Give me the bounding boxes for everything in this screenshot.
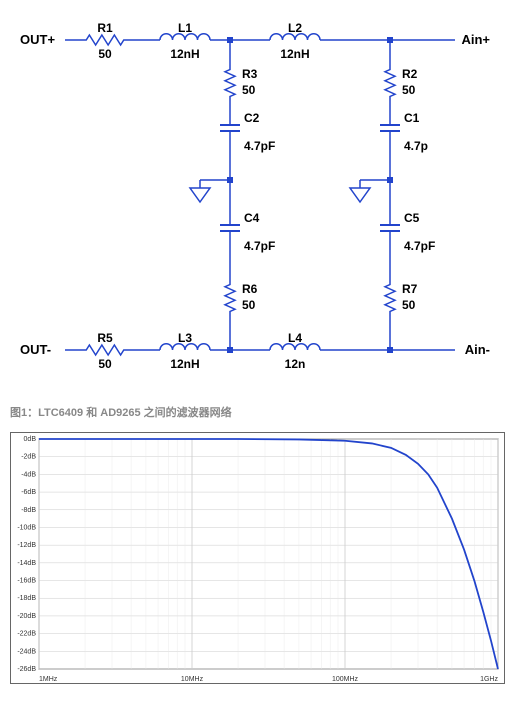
chart-svg: 0dB -2dB -4dB -6dB -8dB -10dB -12dB -14dB -16dB -…: [11, 433, 504, 683]
svg-text:R3: R3: [242, 67, 258, 81]
svg-text:12nH: 12nH: [280, 47, 309, 61]
svg-text:4.7pF: 4.7pF: [404, 239, 435, 253]
svg-text:-6dB: -6dB: [21, 489, 36, 496]
svg-text:10MHz: 10MHz: [181, 676, 204, 683]
svg-text:-18dB: -18dB: [17, 595, 36, 602]
svg-text:R2: R2: [402, 67, 418, 81]
svg-text:L4: L4: [288, 331, 302, 345]
svg-text:-8dB: -8dB: [21, 507, 36, 514]
svg-text:L2: L2: [288, 21, 302, 35]
svg-text:R6: R6: [242, 282, 258, 296]
svg-text:50: 50: [242, 298, 256, 312]
svg-text:-22dB: -22dB: [17, 631, 36, 638]
schematic-figure: OUT+ R1 50 L1 12nH L2 12nH Ain+ OUT- R5 50 L3 12nH L4…: [10, 10, 503, 380]
svg-text:OUT+: OUT+: [20, 32, 55, 47]
svg-text:C2: C2: [244, 111, 260, 125]
svg-text:50: 50: [98, 357, 112, 371]
svg-text:R5: R5: [97, 331, 113, 345]
svg-text:4.7p: 4.7p: [404, 139, 428, 153]
svg-text:-12dB: -12dB: [17, 542, 36, 549]
svg-text:Ain+: Ain+: [461, 32, 490, 47]
svg-text:-4dB: -4dB: [21, 471, 36, 478]
svg-text:100MHz: 100MHz: [332, 676, 359, 683]
svg-text:12n: 12n: [285, 357, 306, 371]
svg-text:OUT-: OUT-: [20, 342, 51, 357]
svg-text:1MHz: 1MHz: [39, 676, 58, 683]
svg-text:C4: C4: [244, 211, 260, 225]
svg-text:12nH: 12nH: [170, 357, 199, 371]
svg-text:L3: L3: [178, 331, 192, 345]
svg-text:-24dB: -24dB: [17, 648, 36, 655]
svg-text:12nH: 12nH: [170, 47, 199, 61]
svg-text:-16dB: -16dB: [17, 578, 36, 585]
figure-caption: 图1：LTC6409 和 AD9265 之间的滤波器网络: [10, 404, 503, 420]
svg-text:50: 50: [98, 47, 112, 61]
svg-text:-10dB: -10dB: [17, 524, 36, 531]
svg-text:-26dB: -26dB: [17, 666, 36, 673]
svg-text:R1: R1: [97, 21, 113, 35]
svg-text:R7: R7: [402, 282, 418, 296]
filter-response-chart: 0dB -2dB -4dB -6dB -8dB -10dB -12dB -14dB -16dB -…: [10, 432, 505, 684]
svg-text:0dB: 0dB: [24, 436, 37, 443]
svg-text:-20dB: -20dB: [17, 613, 36, 620]
schematic-svg: OUT+ R1 50 L1 12nH L2 12nH Ain+ OUT- R5 50 L3 12nH L4…: [10, 10, 503, 380]
svg-text:50: 50: [402, 83, 416, 97]
svg-text:Ain-: Ain-: [465, 342, 490, 357]
svg-text:50: 50: [242, 83, 256, 97]
svg-text:4.7pF: 4.7pF: [244, 139, 275, 153]
svg-text:C1: C1: [404, 111, 420, 125]
svg-text:4.7pF: 4.7pF: [244, 239, 275, 253]
svg-text:50: 50: [402, 298, 416, 312]
svg-text:L1: L1: [178, 21, 192, 35]
svg-text:-14dB: -14dB: [17, 560, 36, 567]
svg-text:-2dB: -2dB: [21, 454, 36, 461]
svg-text:C5: C5: [404, 211, 420, 225]
svg-text:1GHz: 1GHz: [480, 676, 498, 683]
